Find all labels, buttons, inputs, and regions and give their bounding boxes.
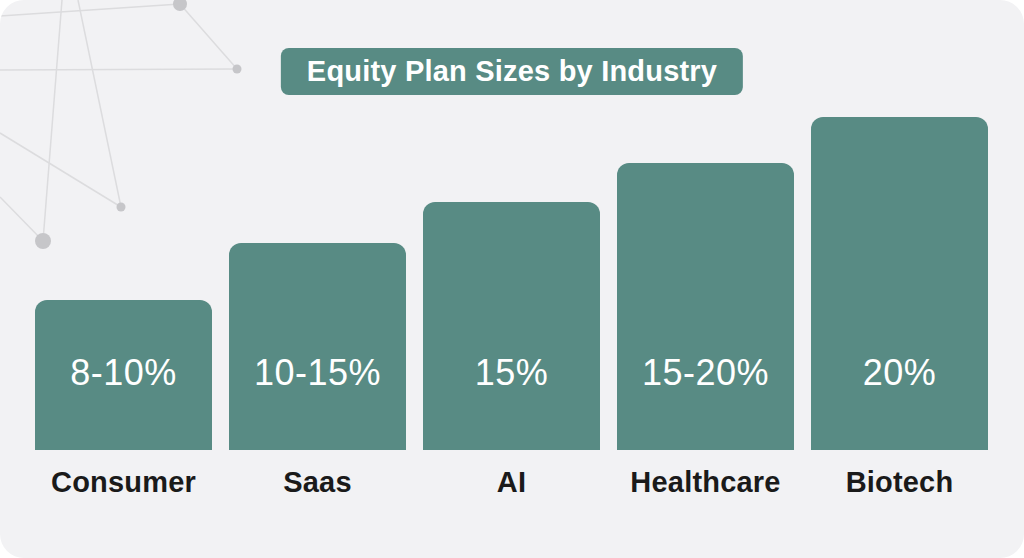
bar-column: 8-10% Consumer [35,300,212,558]
bar: 20% [811,117,988,450]
bar-value-label: 10-15% [229,352,406,394]
bar-value-label: 8-10% [35,352,212,394]
bar-column: 15% AI [423,202,600,558]
bar-value-label: 20% [811,352,988,394]
bar-chart: 8-10% Consumer 10-15% Saas 15% AI 15-20% Health… [35,117,988,558]
bar: 15% [423,202,600,450]
bar: 8-10% [35,300,212,450]
chart-title-badge: Equity Plan Sizes by Industry [281,48,743,95]
bar-category-label: Saas [229,450,406,558]
bar: 15-20% [617,163,794,450]
bar-value-label: 15% [423,352,600,394]
bar-category-label: Biotech [811,450,988,558]
bar-value-label: 15-20% [617,352,794,394]
infographic-card: Equity Plan Sizes by Industry 8-10% Consu… [0,0,1024,558]
bar-category-label: AI [423,450,600,558]
bar-column: 20% Biotech [811,117,988,558]
bar-column: 15-20% Healthcare [617,163,794,558]
bar-column: 10-15% Saas [229,243,406,558]
bar: 10-15% [229,243,406,450]
bar-category-label: Consumer [35,450,212,558]
bar-category-label: Healthcare [617,450,794,558]
